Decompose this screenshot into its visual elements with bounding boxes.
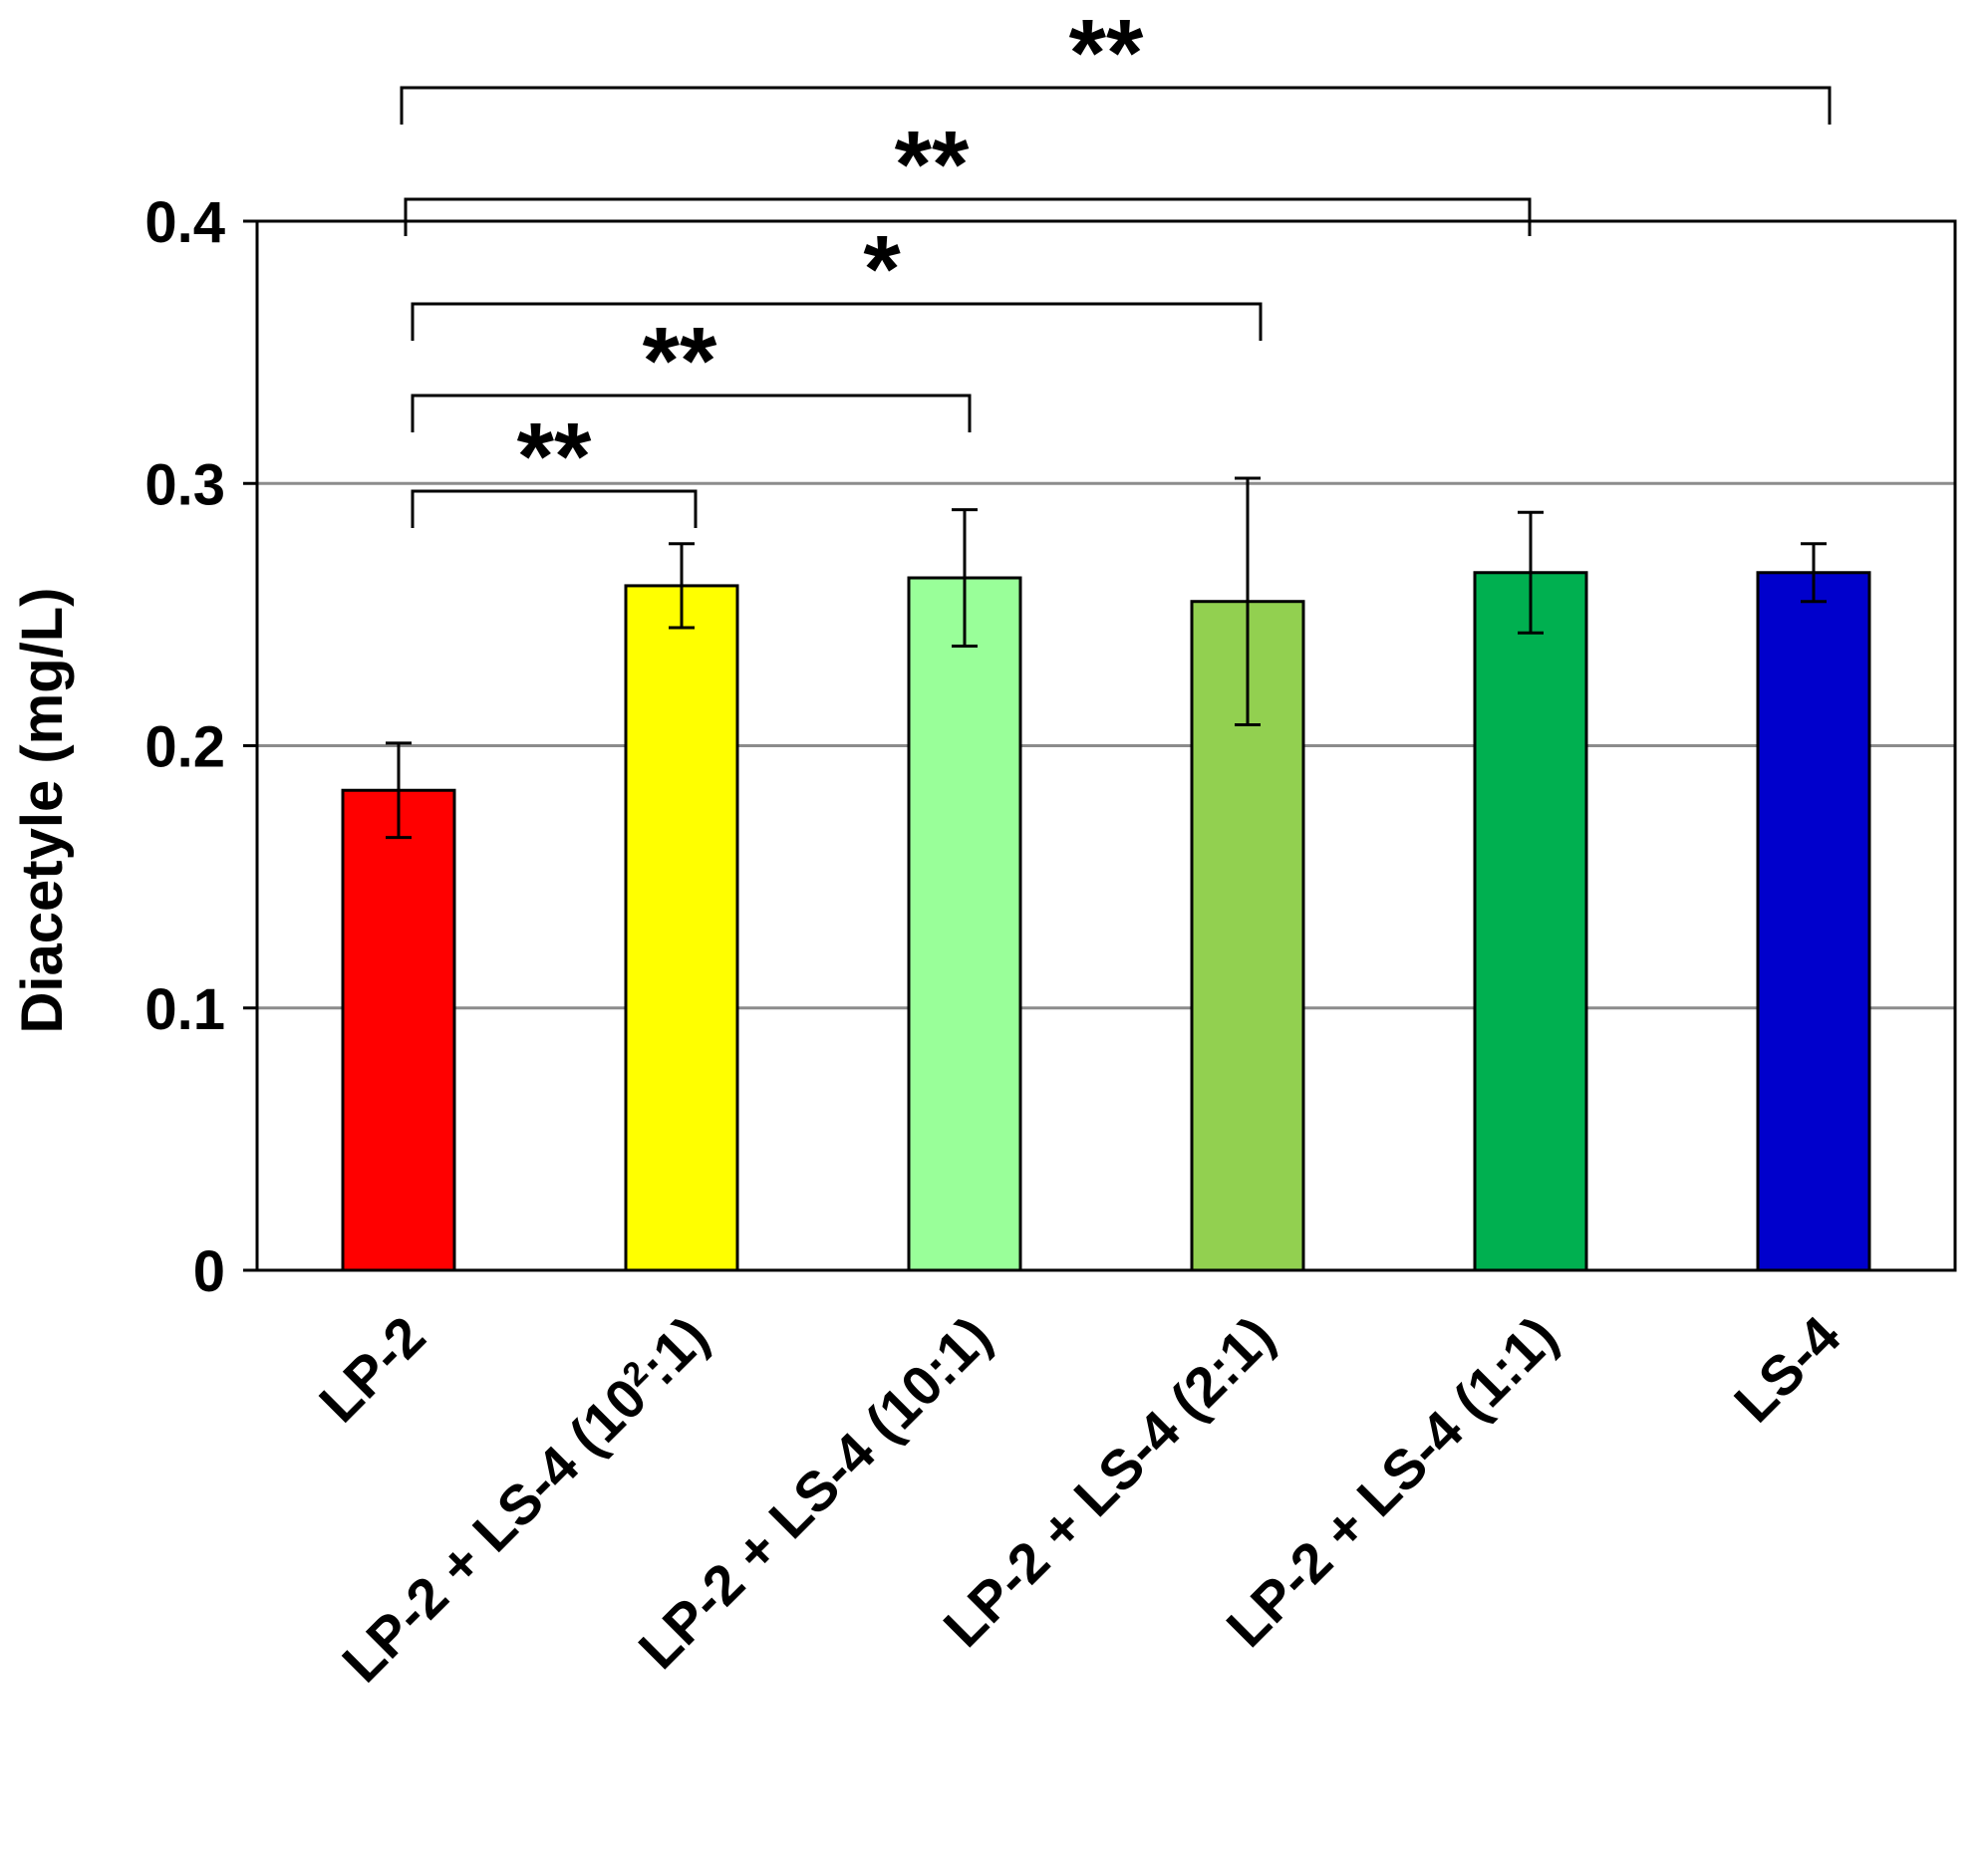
y-axis: 0 0.1 0.2 0.3 0.4 <box>144 190 257 1304</box>
x-tick-label: LP-2 <box>307 1304 436 1434</box>
bar <box>341 788 456 1272</box>
bar <box>907 576 1022 1272</box>
bar <box>624 584 739 1272</box>
y-tick-label: 0.2 <box>144 715 225 780</box>
x-tick-label-part: LS-4 <box>1722 1304 1851 1434</box>
x-tick-label-part: LP-2 <box>307 1304 436 1434</box>
significance-label: ** <box>1069 0 1144 107</box>
y-tick-label: 0 <box>193 1239 225 1304</box>
significance-bracket <box>404 197 1532 236</box>
x-axis-labels: LP-2LP-2 + LS-4 (102:1)LP-2 + LS-4 (10:1… <box>307 1304 1851 1694</box>
significance-label: ** <box>643 308 717 414</box>
x-tick-label-part: LP-2 + LS-4 (10 <box>330 1366 659 1695</box>
significance-brackets: ********* <box>400 0 1832 528</box>
significance-bracket <box>411 394 972 432</box>
bar <box>1473 571 1588 1272</box>
significance-bracket <box>411 302 1263 341</box>
significance-bracket <box>411 489 698 528</box>
x-tick-label: LS-4 <box>1722 1304 1851 1434</box>
significance-label: * <box>863 216 901 323</box>
bars <box>341 571 1871 1272</box>
significance-bracket <box>400 86 1832 125</box>
significance-label: ** <box>517 403 592 510</box>
y-axis-title: Diacetyle (mg/L) <box>10 588 75 1034</box>
y-tick-label: 0.1 <box>144 977 225 1042</box>
bar <box>1756 571 1871 1272</box>
significance-label: ** <box>895 112 970 218</box>
y-tick-label: 0.3 <box>144 452 225 517</box>
y-tick-label: 0.4 <box>144 190 225 255</box>
gridlines <box>257 481 1955 1010</box>
error-bars <box>386 476 1827 840</box>
